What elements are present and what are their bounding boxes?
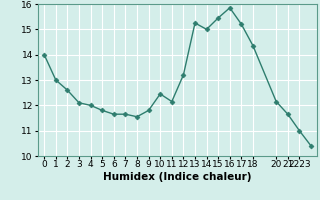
X-axis label: Humidex (Indice chaleur): Humidex (Indice chaleur): [103, 172, 252, 182]
